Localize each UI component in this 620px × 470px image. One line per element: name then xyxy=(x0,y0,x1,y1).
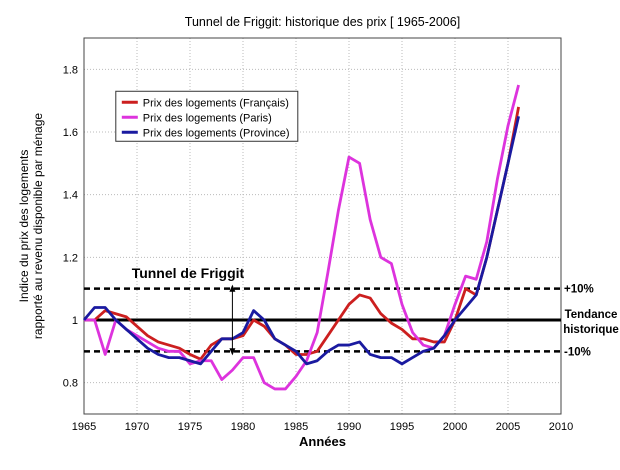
annotation-text: Tunnel de Friggit xyxy=(132,265,245,281)
reference-label: Tendance xyxy=(565,309,618,321)
series-line-1 xyxy=(84,84,520,391)
x-tick-label: 2000 xyxy=(443,421,467,433)
chart-title: Tunnel de Friggit: historique des prix [… xyxy=(185,15,460,29)
y-tick-label: 1.6 xyxy=(63,127,78,139)
arrowhead-up-icon xyxy=(229,284,236,292)
y-tick-label: 1.4 xyxy=(63,190,78,202)
x-tick-label: 1970 xyxy=(125,421,149,433)
y-tick-label: 0.8 xyxy=(63,378,78,390)
y-axis-label: rapporté au revenu disponible par ménage xyxy=(31,113,45,339)
x-tick-label: 2010 xyxy=(549,421,573,433)
series-line-0 xyxy=(84,106,520,361)
arrowhead-down-icon xyxy=(229,348,236,356)
x-tick-label: 1965 xyxy=(72,421,96,433)
y-tick-label: 1.2 xyxy=(63,252,78,264)
reference-label: -10% xyxy=(564,346,591,358)
plot-frame xyxy=(83,37,562,415)
series-line-2 xyxy=(82,116,520,366)
y-axis-label: Indice du prix des logements xyxy=(17,150,31,303)
reference-label: +10% xyxy=(564,284,594,296)
legend-label: Prix des logements (Paris) xyxy=(143,112,272,124)
x-tick-label: 1990 xyxy=(337,421,361,433)
reference-label: historique xyxy=(563,324,619,336)
y-tick-label: 1 xyxy=(72,315,78,327)
x-axis-label: Années xyxy=(299,434,346,449)
y-tick-label: 1.8 xyxy=(63,64,78,76)
legend-label: Prix des logements (Province) xyxy=(143,127,290,139)
x-tick-label: 1980 xyxy=(231,421,255,433)
legend-label: Prix des logements (Français) xyxy=(143,97,289,109)
legend xyxy=(115,90,299,142)
x-tick-label: 1995 xyxy=(390,421,414,433)
x-tick-label: 2005 xyxy=(496,421,520,433)
x-tick-label: 1985 xyxy=(284,421,308,433)
x-tick-label: 1975 xyxy=(178,421,202,433)
